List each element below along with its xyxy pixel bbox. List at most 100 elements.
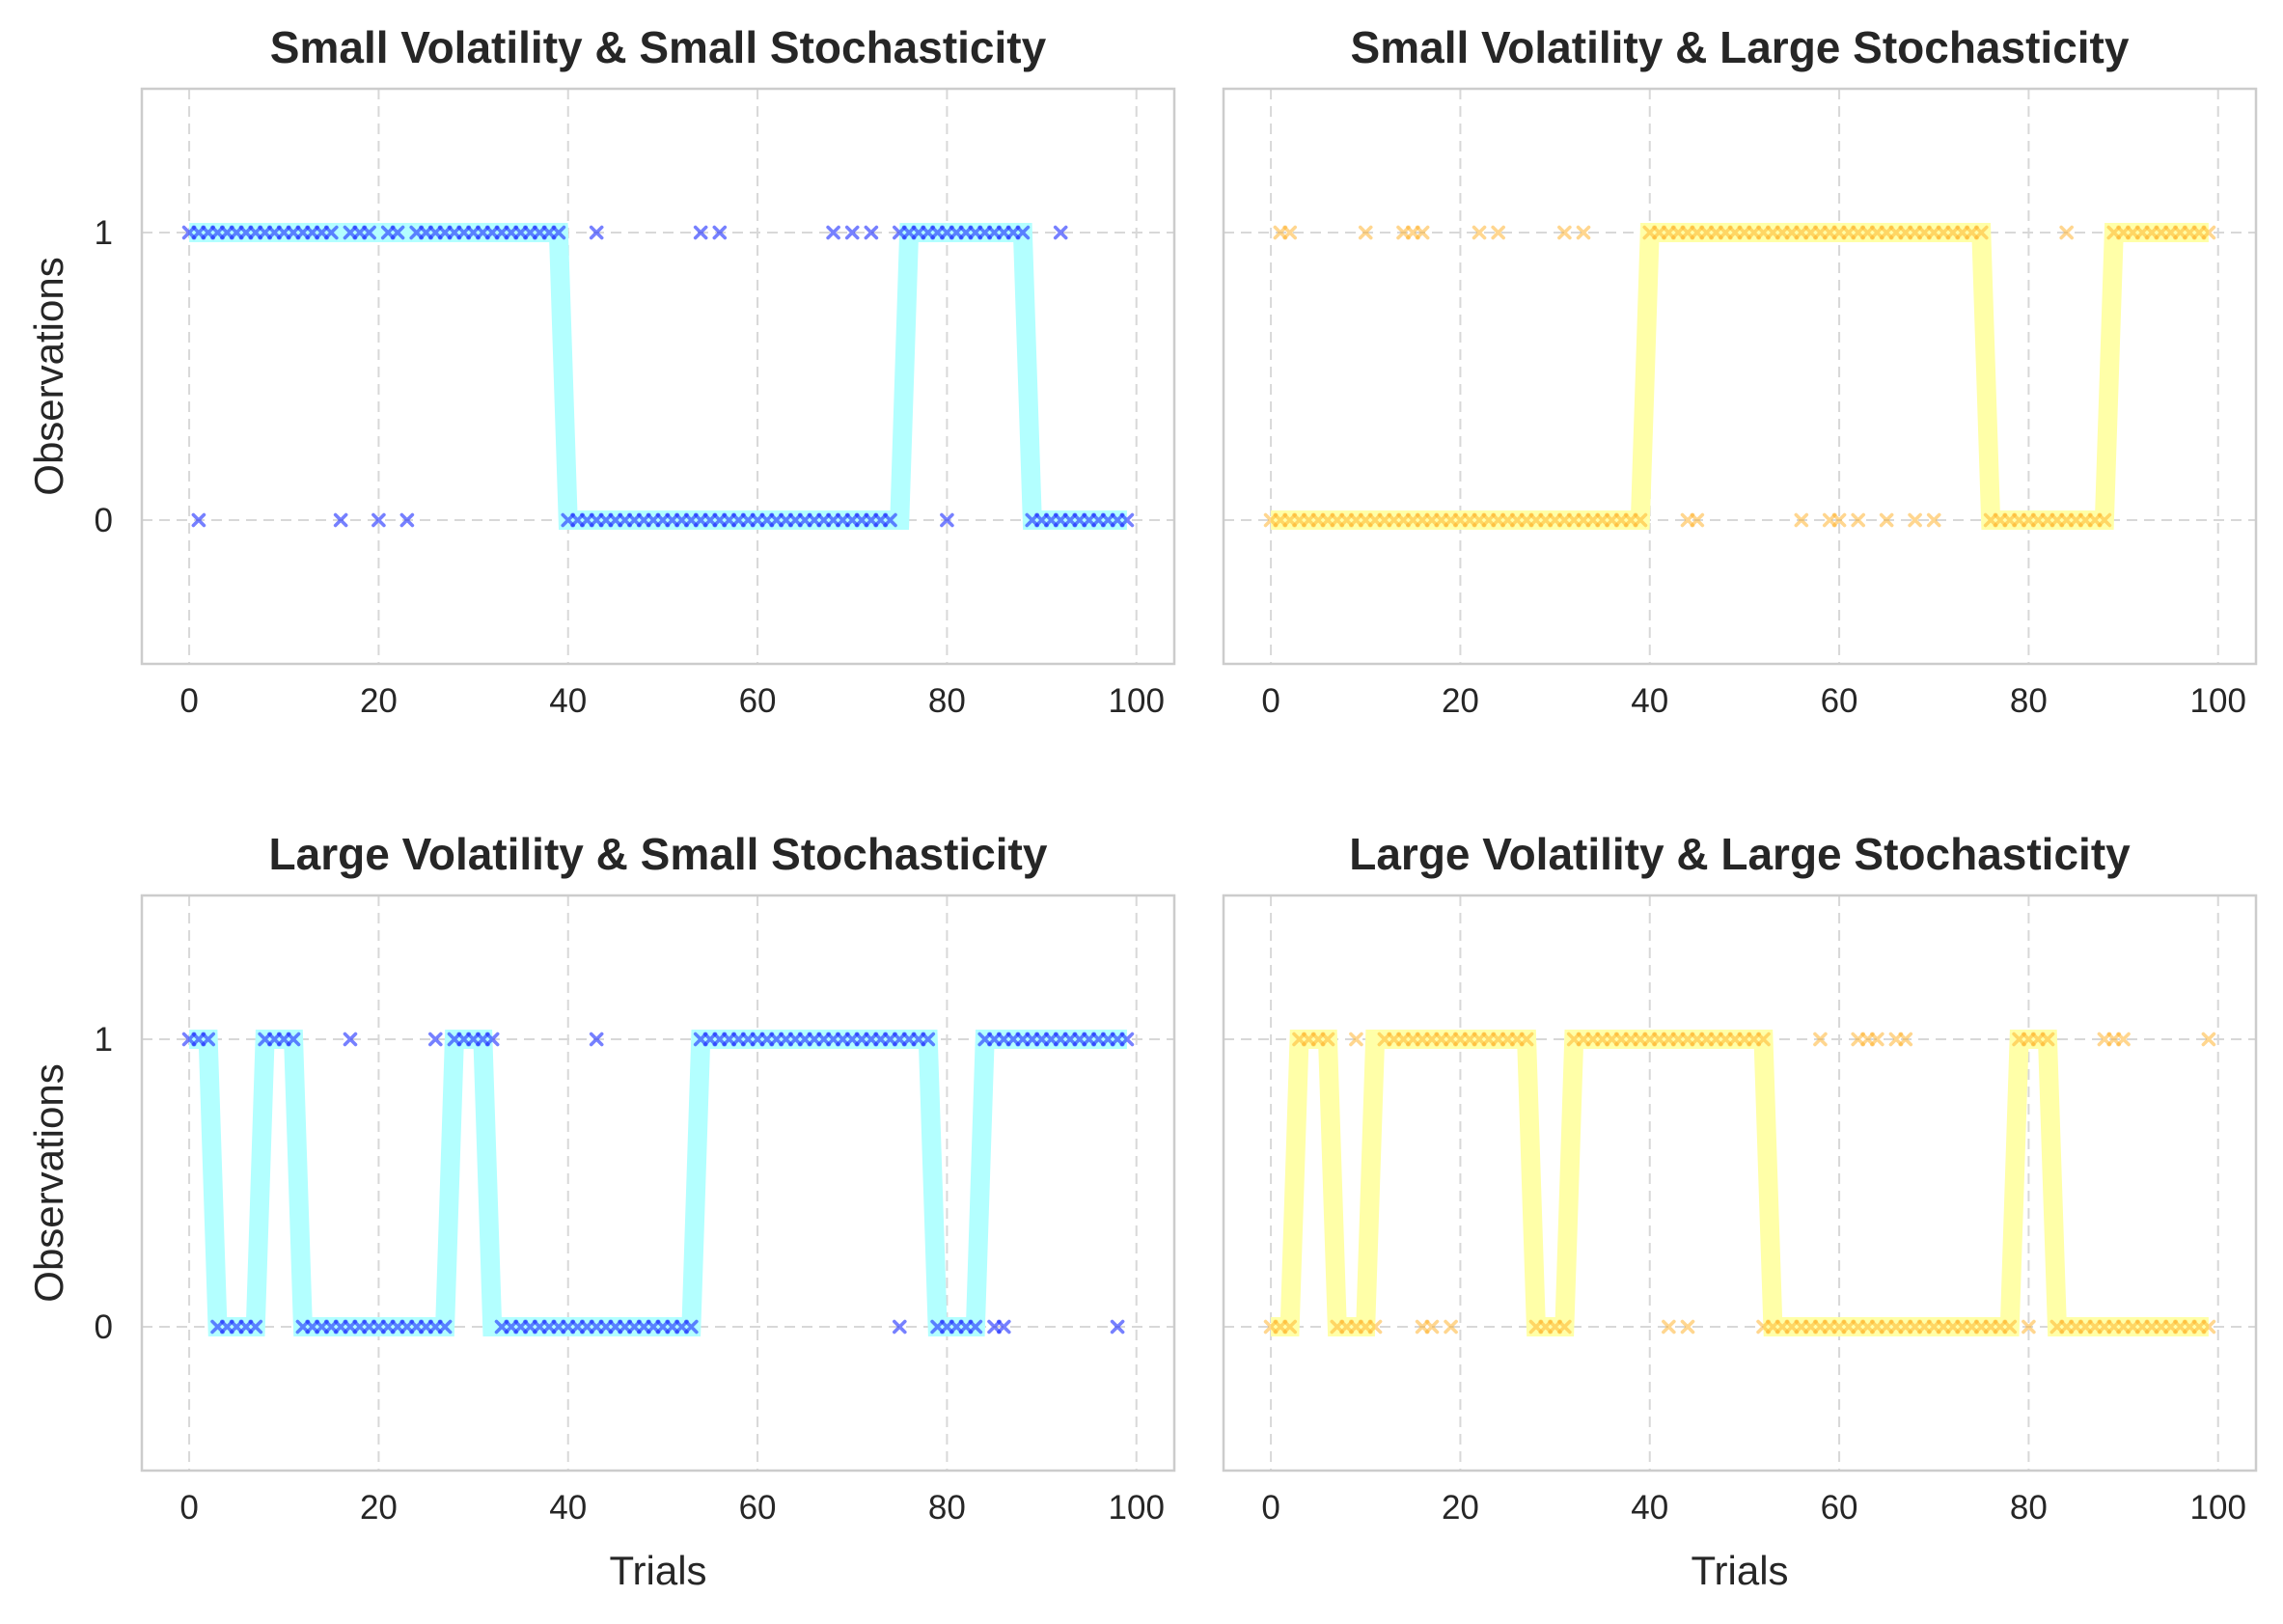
chart-4-x-tick-label: 20 xyxy=(1442,1489,1479,1527)
chart-1-observation-marker xyxy=(1015,225,1031,240)
chart-3-observation-marker xyxy=(921,1032,936,1047)
chart-4-observation-marker xyxy=(1519,1032,1534,1047)
chart-3-x-tick-label: 0 xyxy=(179,1489,198,1527)
chart-3-x-tick-label: 100 xyxy=(1109,1489,1165,1527)
chart-1-x-tick-label: 60 xyxy=(739,682,777,720)
chart-2-observation-marker xyxy=(1851,512,1866,528)
chart-1-title: Small Volatility & Small Stochasticity xyxy=(270,22,1047,72)
chart-1-observation-marker xyxy=(712,225,728,240)
chart-3-observation-marker xyxy=(428,1032,443,1047)
chart-3-observation-marker xyxy=(343,1032,358,1047)
chart-2-observation-marker xyxy=(1908,512,1922,528)
chart-1-observation-marker xyxy=(883,512,897,528)
chart-2-observation-marker xyxy=(1831,512,1847,528)
chart-2-observation-marker xyxy=(1557,225,1572,240)
chart-4-observation-marker xyxy=(1367,1319,1383,1335)
chart-2-observation-marker xyxy=(1633,512,1648,528)
chart-2-observation-marker xyxy=(1491,225,1505,240)
chart-2-observation-marker xyxy=(1472,225,1487,240)
chart-1-observation-marker xyxy=(589,225,604,240)
chart-2-state-line xyxy=(1271,223,2209,530)
chart-4-observation-marker xyxy=(1349,1032,1363,1047)
chart-4-observation-marker xyxy=(2116,1032,2131,1047)
chart-3-observation-marker xyxy=(437,1319,453,1335)
chart-1-x-tick-label: 40 xyxy=(549,682,587,720)
chart-1-x-tick-label: 20 xyxy=(360,682,398,720)
chart-1-observation-marker xyxy=(826,225,840,240)
chart-3-title: Large Volatility & Small Stochasticity xyxy=(269,829,1048,879)
chart-3-frame xyxy=(140,894,1176,1473)
chart-4-markers xyxy=(1263,1032,2216,1335)
chart-1-observation-marker xyxy=(940,512,954,528)
chart-3-y-axis-label: Observations xyxy=(26,1063,71,1302)
chart-4-observation-marker xyxy=(1870,1032,1884,1047)
chart-2-observation-marker xyxy=(2059,225,2074,240)
chart-4-x-tick-label: 40 xyxy=(1631,1489,1668,1527)
chart-4-observation-marker xyxy=(1320,1032,1335,1047)
chart-2-observation-marker xyxy=(1358,225,1373,240)
chart-3-observation-marker xyxy=(201,1032,216,1047)
chart-2-observation-marker xyxy=(1974,225,1989,240)
chart-1-markers xyxy=(181,225,1135,528)
chart-2-x-tick-label: 40 xyxy=(1631,682,1668,720)
chart-3-state-line xyxy=(189,1030,1127,1336)
chart-3-observation-marker xyxy=(589,1032,604,1047)
chart-3-x-tick-label: 80 xyxy=(928,1489,966,1527)
chart-2-x-tick-label: 80 xyxy=(2010,682,2048,720)
chart-1-panel: 0 20 40 60 80 100 0 1 Small Volatility & Small S… xyxy=(26,22,1176,720)
chart-1-y-tick-label: 0 xyxy=(95,502,113,539)
chart-1-x-tick-label: 100 xyxy=(1109,682,1165,720)
chart-4-state-line xyxy=(1271,1030,2209,1336)
chart-3-observation-marker xyxy=(997,1319,1011,1335)
chart-4-x-tick-label: 0 xyxy=(1261,1489,1279,1527)
chart-2-observation-marker xyxy=(1690,512,1705,528)
chart-3-observation-marker xyxy=(893,1319,907,1335)
chart-4-frame xyxy=(1222,894,2258,1473)
chart-2-observation-marker xyxy=(1794,512,1809,528)
chart-2-observation-marker xyxy=(1415,225,1430,240)
chart-1-observation-marker xyxy=(390,225,405,240)
chart-2-x-tick-label: 100 xyxy=(2190,682,2246,720)
chart-4-panel: 0 20 40 60 80 100 Large Volatility & Large Sto… xyxy=(1222,829,2258,1593)
chart-1-observation-marker xyxy=(371,512,386,528)
chart-1-observation-marker xyxy=(844,225,860,240)
chart-4-observation-marker xyxy=(1756,1032,1771,1047)
chart-2-panel: 0 20 40 60 80 100 Small Volatility & Large Sto… xyxy=(1222,22,2258,720)
chart-3-x-tick-label: 60 xyxy=(739,1489,777,1527)
chart-2-title: Small Volatility & Large Stochasticity xyxy=(1351,22,2130,72)
chart-4-observation-marker xyxy=(1680,1319,1695,1335)
chart-2-observation-marker xyxy=(1282,225,1298,240)
chart-2-x-tick-label: 60 xyxy=(1821,682,1858,720)
chart-1-observation-marker xyxy=(864,225,879,240)
chart-2-x-tick-label: 20 xyxy=(1442,682,1479,720)
chart-4-observation-marker xyxy=(1813,1032,1828,1047)
chart-4-x-axis-label: Trials xyxy=(1691,1548,1788,1593)
chart-1-y-tick-label: 1 xyxy=(95,214,113,252)
chart-3-x-axis-label: Trials xyxy=(609,1548,706,1593)
chart-2-observation-marker xyxy=(1926,512,1941,528)
chart-2-observation-marker xyxy=(1576,225,1591,240)
chart-3-x-tick-label: 40 xyxy=(549,1489,587,1527)
chart-3-y-tick-label: 1 xyxy=(95,1021,113,1059)
chart-4-observation-marker xyxy=(1756,1319,1771,1335)
chart-4-observation-marker xyxy=(2022,1319,2036,1335)
chart-2-observation-marker xyxy=(2201,225,2216,240)
chart-1-frame xyxy=(140,87,1176,666)
chart-4-observation-marker xyxy=(1444,1319,1458,1335)
chart-3-y-tick-label: 0 xyxy=(95,1308,113,1346)
chart-4-observation-marker xyxy=(1557,1319,1572,1335)
chart-1-observation-marker xyxy=(399,512,415,528)
chart-2-frame xyxy=(1222,87,2258,666)
chart-1-x-tick-label: 0 xyxy=(179,682,198,720)
chart-1-y-axis-label: Observations xyxy=(26,257,71,495)
chart-2-observation-marker xyxy=(2097,512,2112,528)
chart-3-x-tick-label: 20 xyxy=(360,1489,398,1527)
chart-1-observation-marker xyxy=(1053,225,1068,240)
chart-4-x-tick-label: 100 xyxy=(2190,1489,2246,1527)
chart-4-observation-marker xyxy=(2201,1319,2216,1335)
chart-1-observation-marker xyxy=(333,512,348,528)
chart-4-observation-marker xyxy=(2040,1032,2055,1047)
chart-4-observation-marker xyxy=(1898,1032,1913,1047)
chart-1-observation-marker xyxy=(551,225,566,240)
